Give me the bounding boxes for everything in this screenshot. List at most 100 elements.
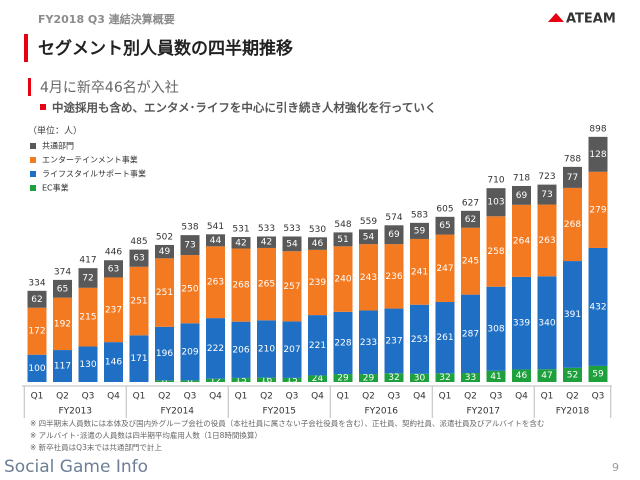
unit-label: （単位：人） xyxy=(28,125,82,137)
data-label: 42 xyxy=(235,238,246,248)
data-label: 29 xyxy=(337,374,349,384)
data-label: 263 xyxy=(538,236,555,246)
total-label: 538 xyxy=(181,223,198,233)
bar-segment xyxy=(486,370,506,382)
bar-segment xyxy=(129,249,149,267)
data-label: 46 xyxy=(516,371,528,381)
bar-segment xyxy=(206,234,225,247)
data-label: 42 xyxy=(261,238,272,248)
data-label: 73 xyxy=(184,241,195,251)
x-tick-label: Q1 xyxy=(31,392,44,402)
bar-segment xyxy=(282,321,302,378)
bar-segment xyxy=(206,318,225,379)
bar-segment xyxy=(512,369,531,382)
data-label: 287 xyxy=(462,329,479,339)
bar-segment xyxy=(588,136,608,172)
bar-segment xyxy=(410,222,429,239)
data-label: 228 xyxy=(334,338,351,348)
total-label: 559 xyxy=(360,217,377,227)
bar-segment xyxy=(512,276,531,370)
bar-segment xyxy=(359,229,378,245)
bar-segment xyxy=(231,377,251,382)
data-label: 206 xyxy=(232,345,249,355)
bar-segment xyxy=(461,372,480,382)
bar-segment xyxy=(333,232,353,247)
page-number: 9 xyxy=(612,461,619,474)
bullet-icon xyxy=(40,104,46,110)
data-label: 253 xyxy=(411,335,428,345)
bar-segment xyxy=(588,365,608,382)
bar-segment xyxy=(435,216,455,235)
data-label: 100 xyxy=(28,364,45,374)
bar-segment xyxy=(333,311,353,375)
logo-icon xyxy=(548,13,564,22)
bar-segment xyxy=(206,246,225,319)
bar-segment xyxy=(231,321,251,378)
x-tick-label: Q1 xyxy=(541,392,554,402)
title: セグメント別人員数の四半期推移 xyxy=(38,38,293,59)
x-tick-label: Q3 xyxy=(82,392,95,402)
data-label: 210 xyxy=(258,344,275,354)
group-label: FY2017 xyxy=(466,407,500,417)
x-tick-label: Q2 xyxy=(362,392,375,402)
data-label: 245 xyxy=(462,257,479,267)
data-label: 241 xyxy=(411,267,428,277)
x-tick-label: Q2 xyxy=(566,392,579,402)
section: FY2018 Q3 連結決算概要 xyxy=(38,12,175,26)
group-label: FY2014 xyxy=(160,407,194,417)
total-label: 485 xyxy=(130,237,147,247)
x-tick-label: Q4 xyxy=(209,392,222,402)
data-label: 6 xyxy=(162,377,168,387)
total-label: 710 xyxy=(487,176,504,186)
bar-segment xyxy=(308,315,327,376)
legend-swatch xyxy=(30,171,36,177)
bar-segment xyxy=(78,346,98,382)
legend-swatch xyxy=(30,143,36,149)
bar-segment xyxy=(537,369,557,382)
bar-segment xyxy=(486,286,506,371)
data-label: 49 xyxy=(159,247,171,257)
total-label: 446 xyxy=(105,248,122,258)
data-label: 308 xyxy=(487,324,504,334)
bar-segment xyxy=(359,244,378,311)
data-label: 65 xyxy=(57,284,68,294)
bar-segment xyxy=(155,380,174,382)
bar-segment xyxy=(563,367,582,382)
bar-segment xyxy=(486,188,506,217)
bar-segment xyxy=(512,204,531,277)
bar-segment xyxy=(410,238,429,305)
total-label: 898 xyxy=(589,124,606,134)
bar-segment xyxy=(384,244,404,309)
group-label: FY2015 xyxy=(262,407,296,417)
subheading: 4月に新卒46名が入社 xyxy=(40,80,179,96)
bar-segment xyxy=(27,354,47,382)
data-label: 62 xyxy=(465,215,476,225)
data-label: 30 xyxy=(414,373,426,383)
x-tick-label: Q1 xyxy=(235,392,248,402)
bar-segment xyxy=(180,380,200,382)
bar-segment xyxy=(537,184,557,205)
bar-segment xyxy=(537,204,557,277)
data-label: 51 xyxy=(337,235,348,245)
bar-segment xyxy=(563,187,582,262)
watermark: Social Game Info xyxy=(4,457,148,477)
bar-segment xyxy=(537,276,557,370)
data-label: 279 xyxy=(589,205,606,215)
bar-segment xyxy=(78,287,98,347)
group-label: FY2016 xyxy=(364,407,398,417)
data-label: 33 xyxy=(465,373,476,383)
total-label: 334 xyxy=(28,278,45,288)
bar-segment xyxy=(435,373,455,382)
data-label: 268 xyxy=(232,281,249,291)
bar-segment xyxy=(486,216,506,287)
data-label: 250 xyxy=(181,285,198,295)
x-tick-label: Q3 xyxy=(286,392,299,402)
data-label: 339 xyxy=(513,319,530,329)
x-tick-label: Q1 xyxy=(439,392,452,402)
bar-segment xyxy=(308,237,327,250)
bar-segment xyxy=(435,234,455,303)
x-tick-label: Q2 xyxy=(260,392,273,402)
title-accent xyxy=(24,34,28,62)
data-label: 239 xyxy=(309,278,326,288)
bar-segment xyxy=(384,308,404,374)
